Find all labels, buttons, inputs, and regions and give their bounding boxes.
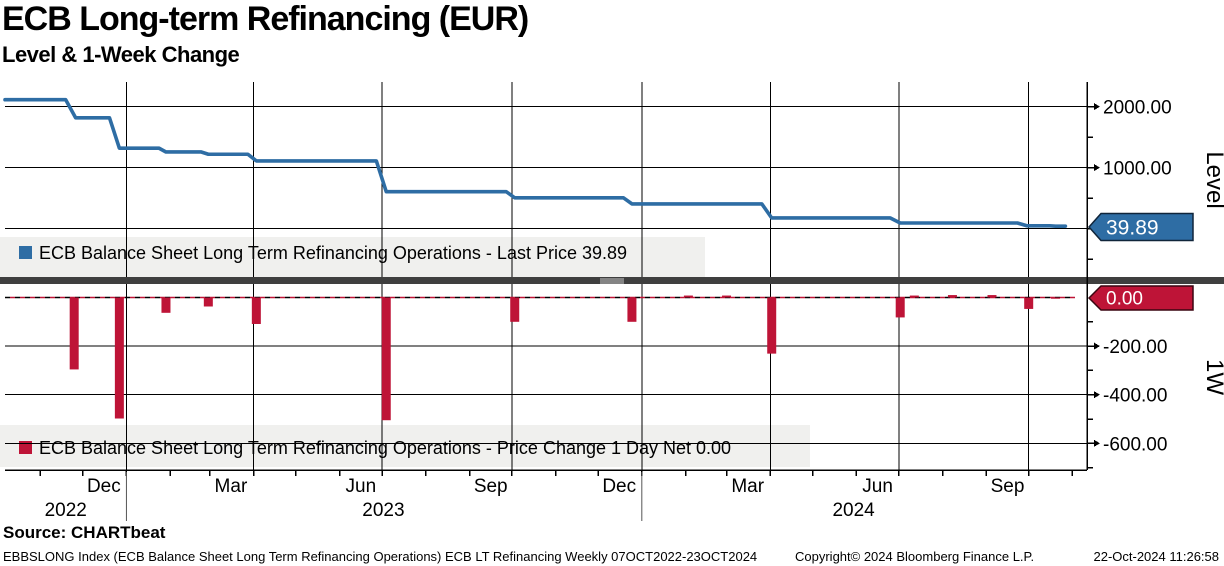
x-axis-year-label: 2023 [362, 500, 404, 521]
level-last-price-value: 39.89 [1106, 217, 1159, 240]
axes [5, 82, 1100, 476]
change-bar [947, 295, 957, 298]
level-axis-tick-label: 2000.00 [1103, 98, 1172, 119]
tick-arrow-icon [1094, 342, 1100, 350]
x-axis-month-label: Sep [474, 476, 508, 497]
footer-ticker-info: EBBSLONG Index (ECB Balance Sheet Long T… [3, 549, 758, 564]
panel-splitter-handle[interactable] [600, 278, 624, 284]
level-axis-tick-label: 1000.00 [1103, 159, 1172, 180]
change-bar [161, 297, 171, 313]
change-bar [895, 297, 905, 318]
change-axis-tick-label: -400.00 [1103, 386, 1167, 407]
change-bar [381, 297, 391, 421]
change-bar [251, 297, 261, 324]
change-bar [1024, 297, 1034, 309]
x-axis-month-label: Jun [346, 476, 377, 497]
tick-arrow-icon [1094, 103, 1100, 111]
level-axis-title: Level [1201, 151, 1224, 208]
change-last-value: 0.00 [1106, 289, 1143, 310]
page-title: ECB Long-term Refinancing (EUR) [2, 0, 529, 38]
change-bar [767, 297, 777, 354]
tick-arrow-icon [1094, 164, 1100, 172]
legend-level[interactable]: ECB Balance Sheet Long Term Refinancing … [0, 237, 705, 277]
change-bar [722, 295, 732, 298]
change-bar [987, 295, 997, 298]
change-bar [1051, 297, 1061, 299]
tick-arrow-icon [1094, 391, 1100, 399]
level-panel-plot-area[interactable] [5, 82, 1087, 277]
source-label: Source: CHARTbeat [3, 523, 166, 542]
change-bar [683, 295, 693, 298]
change-bar [69, 297, 79, 370]
change-bar [114, 297, 124, 419]
x-axis-month-label: Dec [602, 476, 636, 497]
x-axis-month-label: Sep [991, 476, 1025, 497]
change-bar [627, 297, 637, 322]
page-subtitle: Level & 1-Week Change [2, 42, 240, 67]
x-axis-month-label: Mar [215, 476, 248, 497]
change-series-marker-icon [19, 441, 32, 454]
level-line [3, 97, 1068, 228]
legend-level-label: ECB Balance Sheet Long Term Refinancing … [39, 243, 627, 264]
x-axis-year-label: 2022 [45, 500, 87, 521]
change-bar [909, 295, 919, 298]
footer-copyright: Copyright© 2024 Bloomberg Finance L.P. [795, 549, 1035, 564]
x-axis-year-label: 2024 [832, 500, 875, 521]
tick-arrow-icon [1094, 439, 1100, 447]
x-axis-month-label: Mar [731, 476, 764, 497]
change-bar [203, 297, 213, 307]
x-axis-month-label: Dec [87, 476, 121, 497]
change-axis-tick-label: -200.00 [1103, 337, 1167, 358]
change-axis-title: 1W [1201, 359, 1224, 395]
footer-timestamp: 22-Oct-2024 11:26:58 [1093, 549, 1219, 564]
x-axis-month-label: Jun [862, 476, 893, 497]
change-bar [510, 297, 520, 322]
change-axis-tick-label: -600.00 [1103, 434, 1167, 455]
gridlines [5, 82, 1087, 470]
change-bars [69, 295, 1061, 421]
change-last-value-tag: 0.00 [1087, 285, 1194, 311]
level-last-price-tag: 39.89 [1087, 212, 1194, 242]
level-series-marker-icon [19, 246, 32, 259]
